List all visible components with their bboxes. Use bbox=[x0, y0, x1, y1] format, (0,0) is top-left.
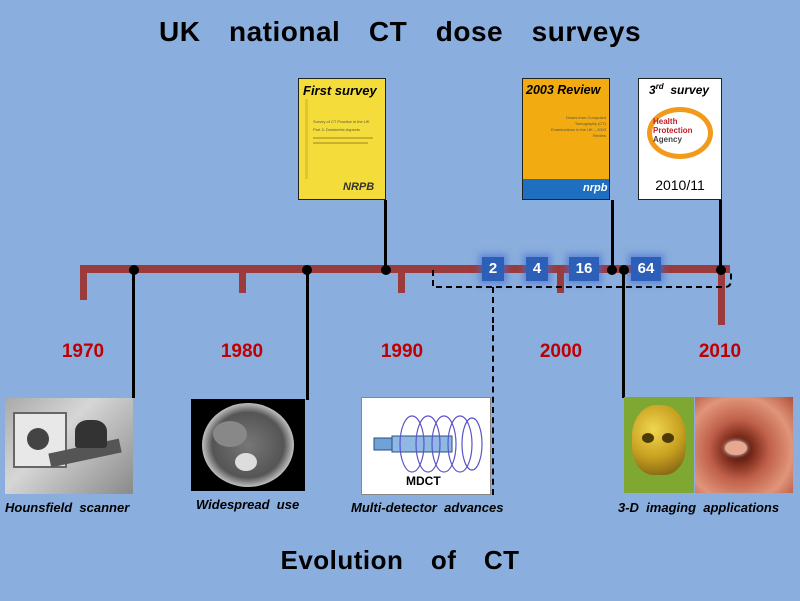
year-label-1990: 1990 bbox=[380, 341, 424, 362]
detector-badge-16: 16 bbox=[569, 257, 599, 281]
milestone-dot-3d-imaging bbox=[619, 265, 629, 275]
colon-polyp-shape bbox=[725, 441, 747, 455]
tick-1975 bbox=[239, 265, 246, 293]
caption-widespread: Widespread use bbox=[196, 497, 300, 512]
hpa-logo-line: Protection bbox=[653, 126, 693, 135]
review-2003-heading: 2003 Review bbox=[526, 83, 601, 97]
year-label-1980: 1980 bbox=[220, 341, 264, 362]
first-survey-spine bbox=[305, 99, 308, 179]
first-survey-cover: First survey Survey of CT Practice in th… bbox=[298, 78, 386, 200]
skull-orbit-shape bbox=[662, 433, 674, 443]
first-survey-heading: First survey bbox=[303, 83, 377, 98]
mdct-connector-dashed bbox=[492, 325, 494, 495]
year-label-2010: 2010 bbox=[698, 341, 742, 362]
milestone-dot-widespread bbox=[302, 265, 312, 275]
third-survey-heading-number: 3 bbox=[649, 83, 656, 97]
hpa-logo: Health Protection Agency bbox=[653, 117, 713, 144]
skull-shape bbox=[632, 405, 686, 475]
hpa-logo-ring bbox=[647, 107, 713, 159]
hounsfield-scanner-image bbox=[5, 398, 133, 494]
caption-3d-imaging: 3-D imaging applications bbox=[618, 500, 780, 515]
connector-hounsfield bbox=[132, 270, 135, 398]
ct-spine-shape bbox=[235, 453, 257, 471]
tick-1995 bbox=[557, 265, 564, 293]
third-survey-heading: 3rd survey bbox=[649, 82, 709, 97]
third-survey-heading-sup: rd bbox=[655, 82, 664, 91]
nrpb-logo-2003: nrpb bbox=[583, 182, 608, 194]
year-label-2000: 2000 bbox=[539, 341, 583, 362]
first-survey-body-title: Survey of CT Practice in the UK bbox=[313, 119, 370, 124]
nrpb-logo: NRPB bbox=[343, 181, 375, 193]
caption-multi-detector: Multi-detector advances bbox=[351, 500, 504, 515]
scanner-patient-shape bbox=[75, 420, 107, 448]
scanner-bore-shape bbox=[27, 428, 49, 450]
detector-badge-2: 2 bbox=[482, 257, 504, 281]
review-2003-cover: 2003 Review Doses from Computed Tomograp… bbox=[522, 78, 610, 200]
year-label-1970: 1970 bbox=[61, 341, 105, 362]
ct-liver-shape bbox=[213, 421, 247, 447]
third-survey-period: 2010/11 bbox=[655, 177, 705, 193]
timeline-axis bbox=[80, 265, 730, 273]
mdct-era-bracket bbox=[432, 270, 732, 326]
tick-1970 bbox=[80, 265, 87, 300]
skull-orbit-shape bbox=[642, 433, 654, 443]
milestone-dot-2003-review bbox=[607, 265, 617, 275]
colonoscopy-3d-image bbox=[695, 397, 793, 493]
milestone-dot-hounsfield bbox=[129, 265, 139, 275]
connector-first-survey bbox=[384, 200, 387, 270]
detector-badge-4: 4 bbox=[526, 257, 548, 281]
tick-2010 bbox=[718, 265, 725, 325]
caption-hounsfield: Hounsfield scanner bbox=[5, 500, 130, 515]
third-survey-heading-rest: survey bbox=[663, 83, 710, 97]
milestone-dot-first-survey bbox=[381, 265, 391, 275]
ct-body-shape bbox=[202, 403, 294, 487]
third-survey-cover: 3rd survey Health Protection Agency 2010… bbox=[638, 78, 722, 200]
connector-3rd-survey bbox=[719, 200, 722, 270]
hpa-logo-line: Agency bbox=[653, 135, 682, 144]
first-survey-text-line bbox=[313, 137, 373, 139]
ct-slice-image bbox=[191, 399, 305, 491]
review-2003-body-title: Doses from Computed Tomography (CT) Exam… bbox=[551, 115, 606, 138]
skull-3d-image bbox=[624, 397, 694, 493]
first-survey-text-line bbox=[313, 142, 368, 144]
mdct-diagram: MDCT bbox=[361, 397, 491, 495]
diagram-title: UK national CT dose surveys bbox=[158, 16, 642, 47]
mdct-label: MDCT bbox=[406, 474, 441, 488]
connector-3d-imaging bbox=[622, 270, 625, 398]
hpa-logo-line: Health bbox=[653, 117, 678, 126]
first-survey-body-sub: Part 3: Dosimetric Aspects bbox=[313, 127, 360, 132]
milestone-dot-3rd-survey bbox=[716, 265, 726, 275]
diagram-subtitle: Evolution of CT bbox=[280, 545, 520, 575]
tick-1985 bbox=[398, 265, 405, 293]
mdct-helix bbox=[373, 415, 483, 473]
detector-badge-64: 64 bbox=[631, 257, 661, 281]
connector-2003-review bbox=[611, 200, 614, 270]
connector-widespread bbox=[306, 270, 309, 400]
review-2003-footer-band bbox=[523, 179, 609, 199]
